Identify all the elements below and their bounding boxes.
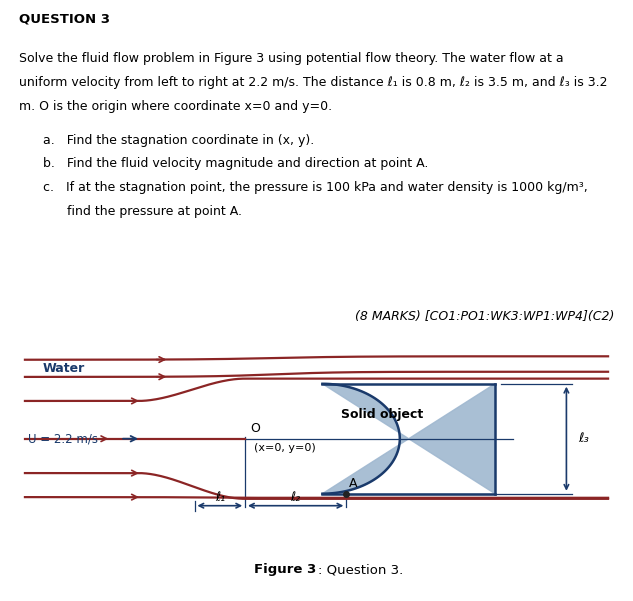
Text: b.   Find the fluid velocity magnitude and direction at point A.: b. Find the fluid velocity magnitude and… <box>43 157 428 171</box>
Text: Figure 3: Figure 3 <box>254 563 316 576</box>
Text: Solid object: Solid object <box>341 408 423 421</box>
Text: U = 2.2 m/s: U = 2.2 m/s <box>28 432 98 445</box>
Text: A: A <box>349 477 358 490</box>
Text: ℓ₃: ℓ₃ <box>579 432 589 445</box>
Text: uniform velocity from left to right at 2.2 m/s. The distance ℓ₁ is 0.8 m, ℓ₂ is : uniform velocity from left to right at 2… <box>19 76 608 89</box>
Polygon shape <box>322 384 495 493</box>
Text: O: O <box>250 422 260 435</box>
Text: : Question 3.: : Question 3. <box>318 563 404 576</box>
Text: Solve the fluid flow problem in Figure 3 using potential flow theory. The water : Solve the fluid flow problem in Figure 3… <box>19 52 563 66</box>
Text: ℓ₂: ℓ₂ <box>291 491 301 504</box>
Text: c.   If at the stagnation point, the pressure is 100 kPa and water density is 10: c. If at the stagnation point, the press… <box>43 181 587 194</box>
Text: Water: Water <box>43 362 85 375</box>
Text: ℓ₁: ℓ₁ <box>215 491 225 504</box>
Text: (8 MARKS) [CO1:PO1:WK3:WP1:WP4](C2): (8 MARKS) [CO1:PO1:WK3:WP1:WP4](C2) <box>354 310 614 323</box>
Text: find the pressure at point A.: find the pressure at point A. <box>43 205 242 218</box>
Text: a.   Find the stagnation coordinate in (x, y).: a. Find the stagnation coordinate in (x,… <box>43 133 314 147</box>
Text: (x=0, y=0): (x=0, y=0) <box>254 443 316 453</box>
Text: m. O is the origin where coordinate x=0 and y=0.: m. O is the origin where coordinate x=0 … <box>19 100 332 113</box>
Text: QUESTION 3: QUESTION 3 <box>19 13 110 26</box>
